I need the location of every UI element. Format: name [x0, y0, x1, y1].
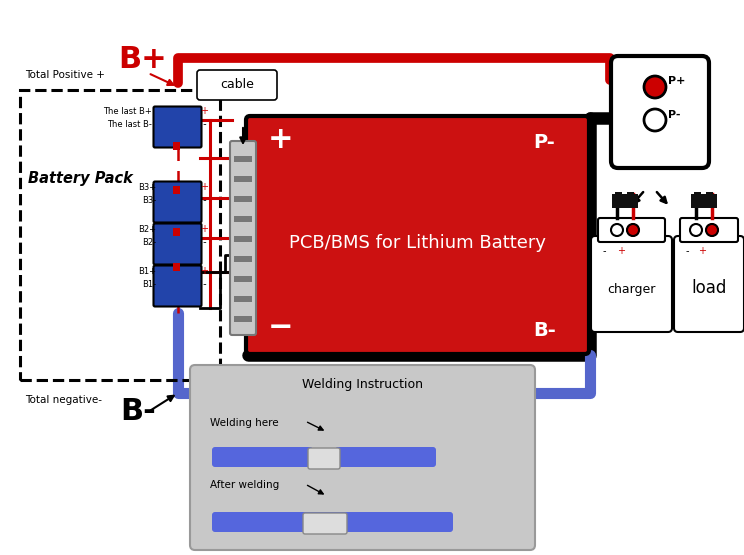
Bar: [173, 186, 180, 194]
Text: load: load: [691, 279, 727, 297]
Bar: [694, 192, 701, 200]
FancyBboxPatch shape: [153, 265, 202, 306]
Text: +: +: [200, 266, 208, 276]
Text: +: +: [200, 106, 208, 116]
Bar: [173, 142, 180, 150]
Text: +: +: [268, 125, 294, 154]
Circle shape: [706, 224, 718, 236]
Text: +: +: [200, 224, 208, 234]
Text: B2-: B2-: [142, 238, 156, 247]
Bar: [234, 296, 252, 302]
Text: cable: cable: [220, 78, 254, 92]
Bar: [612, 194, 638, 208]
FancyBboxPatch shape: [212, 447, 313, 467]
Circle shape: [627, 224, 639, 236]
Circle shape: [611, 224, 623, 236]
Text: -: -: [686, 246, 690, 256]
Text: B3+: B3+: [138, 183, 156, 192]
Circle shape: [644, 109, 666, 131]
Text: The last B-: The last B-: [107, 120, 152, 129]
FancyBboxPatch shape: [598, 218, 665, 242]
Text: -: -: [603, 246, 606, 256]
Text: B+: B+: [118, 45, 167, 74]
Text: The last B+: The last B+: [103, 107, 152, 116]
FancyBboxPatch shape: [190, 365, 535, 550]
FancyBboxPatch shape: [303, 513, 347, 534]
FancyBboxPatch shape: [153, 181, 202, 223]
Bar: [234, 196, 252, 202]
Text: B1+: B1+: [138, 267, 156, 276]
Text: B3-: B3-: [142, 196, 156, 205]
Text: Battery Pack: Battery Pack: [28, 171, 133, 186]
Bar: [173, 263, 180, 271]
Text: Total Positive +: Total Positive +: [25, 70, 105, 80]
Bar: [234, 156, 252, 162]
FancyBboxPatch shape: [308, 448, 340, 469]
Bar: [234, 236, 252, 242]
Text: -: -: [200, 119, 207, 129]
Bar: [234, 276, 252, 282]
Text: B-: B-: [533, 321, 556, 340]
FancyBboxPatch shape: [212, 512, 453, 532]
Text: Welding here: Welding here: [210, 418, 278, 428]
Bar: [234, 176, 252, 182]
Text: +: +: [698, 246, 706, 256]
Text: P-: P-: [668, 110, 681, 120]
Bar: [234, 316, 252, 322]
Bar: [615, 192, 622, 200]
FancyBboxPatch shape: [611, 56, 709, 168]
Text: −: −: [268, 313, 293, 342]
Text: -: -: [200, 195, 207, 205]
FancyBboxPatch shape: [230, 141, 256, 335]
Circle shape: [644, 76, 666, 98]
FancyBboxPatch shape: [153, 107, 202, 148]
Text: -: -: [200, 279, 207, 289]
Text: B1-: B1-: [142, 280, 156, 289]
FancyBboxPatch shape: [680, 218, 738, 242]
Bar: [706, 192, 713, 200]
Text: PCB/BMS for Lithium Battery: PCB/BMS for Lithium Battery: [289, 234, 546, 252]
FancyBboxPatch shape: [674, 236, 744, 332]
Text: B2+: B2+: [138, 225, 156, 234]
Text: charger: charger: [607, 283, 655, 296]
FancyBboxPatch shape: [335, 447, 436, 467]
Text: Total negative-: Total negative-: [25, 395, 102, 405]
Bar: [627, 192, 634, 200]
Bar: [691, 194, 717, 208]
Bar: [234, 216, 252, 222]
FancyBboxPatch shape: [246, 116, 589, 354]
Text: B-: B-: [120, 397, 155, 426]
Text: P+: P+: [668, 76, 685, 86]
FancyBboxPatch shape: [591, 236, 672, 332]
Text: Welding Instruction: Welding Instruction: [302, 378, 423, 391]
Circle shape: [690, 224, 702, 236]
Text: -: -: [200, 237, 207, 247]
Bar: [173, 228, 180, 236]
Text: +: +: [200, 182, 208, 192]
Text: After welding: After welding: [210, 480, 279, 490]
Bar: [20, 90, 220, 380]
Text: +: +: [617, 246, 625, 256]
FancyBboxPatch shape: [197, 70, 277, 100]
FancyBboxPatch shape: [153, 224, 202, 265]
Bar: [234, 256, 252, 262]
Text: P-: P-: [533, 133, 555, 152]
